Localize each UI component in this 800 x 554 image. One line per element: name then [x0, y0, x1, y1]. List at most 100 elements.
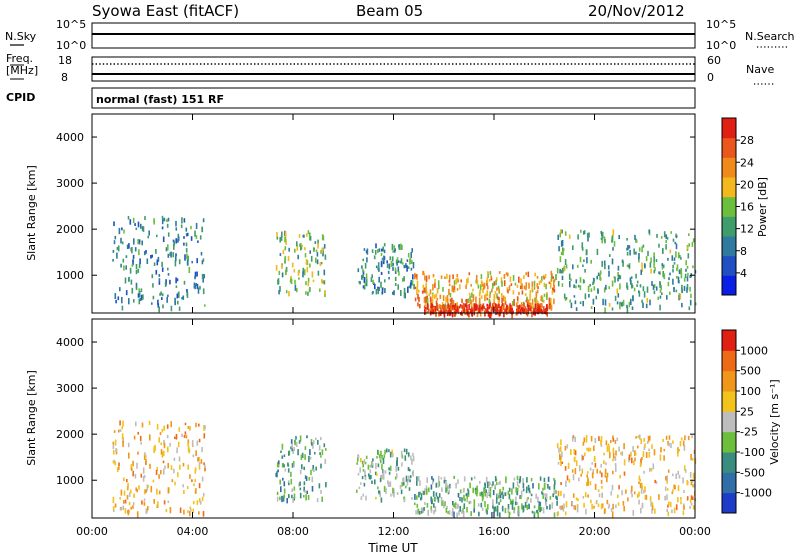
power-echo-5-37 [604, 264, 606, 270]
power-echo-0-24 [129, 267, 132, 274]
power-echo-0-159 [120, 263, 122, 268]
velocity-echo-4-202 [566, 444, 569, 449]
power-echo-5-254 [685, 260, 687, 266]
velocity-echo-4-97 [559, 453, 561, 460]
velocity-echo-0-7 [162, 460, 165, 464]
velocity-echo-2-8 [372, 458, 374, 462]
power-echo-3-104 [429, 296, 432, 303]
power-echo-3-38 [543, 293, 546, 297]
velocity-echo-4-231 [603, 460, 605, 465]
velocity-echo-0-89 [194, 469, 197, 474]
power-echo-5-107 [608, 303, 611, 307]
power-echo-5-55 [675, 289, 678, 293]
power-echo-3-236 [490, 275, 492, 279]
power-echo-1-38 [316, 259, 319, 265]
velocity-echo-4-177 [594, 483, 597, 490]
power-echo-0-142 [167, 253, 170, 258]
power-echo-3-77 [489, 271, 492, 275]
power-echo-3-59 [449, 292, 452, 298]
power-echo-4-211 [462, 302, 465, 310]
velocity-echo-3-73 [447, 510, 449, 515]
power-echo-2-103 [364, 262, 367, 269]
velocity-echo-4-175 [677, 497, 679, 503]
power-echo-2-117 [388, 276, 390, 280]
velocity-echo-4-145 [610, 440, 612, 443]
velocity-echo-0-122 [201, 496, 204, 502]
power-echo-5-218 [647, 250, 649, 257]
power-echo-5-265 [641, 299, 643, 304]
velocity-echo-2-57 [360, 457, 362, 463]
velocity-echo-2-15 [401, 481, 403, 487]
velocity-echo-1-72 [288, 451, 290, 456]
power-echo-4-120 [545, 308, 548, 316]
power-echo-1-32 [281, 231, 283, 238]
velocity-ytick-label-3: 4000 [56, 336, 84, 349]
velocity-echo-3-144 [531, 510, 534, 514]
velocity-echo-3-69 [476, 492, 478, 497]
velocity-echo-4-294 [564, 445, 567, 451]
power-echo-5-147 [619, 301, 621, 305]
power-echo-0-27 [140, 294, 143, 301]
power-echo-5-24 [618, 235, 620, 240]
velocity-echo-4-229 [643, 437, 645, 442]
power-echo-0-111 [139, 258, 141, 265]
velocity-echo-3-252 [508, 511, 511, 515]
power-echo-0-197 [152, 283, 154, 288]
velocity-echo-3-133 [463, 494, 465, 501]
velocity-echo-1-10 [305, 494, 307, 501]
velocity-echo-0-96 [143, 501, 146, 506]
power-echo-2-19 [394, 267, 397, 272]
power-echo-3-65 [482, 283, 484, 287]
velocity-echo-0-85 [132, 505, 134, 509]
velocity-echo-3-186 [515, 496, 517, 501]
power-echo-3-160 [448, 288, 450, 296]
velocity-echo-1-101 [294, 440, 296, 446]
power-echo-2-21 [410, 252, 412, 258]
power-echo-5-25 [646, 286, 649, 293]
power-echo-4-24 [491, 303, 494, 308]
velocity-echo-3-67 [522, 483, 525, 489]
power-echo-4-256 [471, 309, 473, 312]
power-echo-0-100 [186, 232, 189, 237]
nave-tick-top: 60 [707, 54, 721, 67]
power-echo-1-2 [285, 267, 288, 273]
velocity-echo-2-69 [389, 481, 392, 487]
velocity-echo-0-190 [121, 433, 124, 440]
power-echo-0-195 [156, 234, 158, 238]
velocity-echo-3-204 [473, 508, 475, 513]
power-echo-3-31 [534, 297, 536, 303]
velocity-echo-3-57 [443, 476, 446, 482]
velocity-echo-0-114 [139, 435, 142, 441]
velocity-echo-3-253 [494, 506, 497, 512]
velocity-echo-0-138 [158, 474, 160, 479]
velocity-echo-1-18 [299, 435, 302, 442]
power-echo-0-59 [196, 284, 199, 290]
velocity-echo-4-10 [605, 462, 607, 466]
power-echo-4-130 [523, 308, 525, 313]
power-echo-4-183 [459, 304, 462, 307]
power-echo-2-114 [362, 258, 364, 262]
velocity-echo-2-111 [409, 479, 411, 483]
velocity-echo-1-9 [282, 495, 285, 502]
power-echo-5-241 [560, 269, 563, 274]
power-echo-5-303 [604, 307, 606, 314]
velocity-echo-4-272 [689, 499, 692, 504]
power-echo-5-186 [678, 295, 680, 301]
velocity-echo-3-303 [474, 490, 477, 495]
velocity-echo-3-255 [542, 495, 544, 499]
nave-tick-bottom: 0 [707, 71, 714, 84]
velocity-colorbar-block-2 [722, 452, 736, 473]
power-echo-5-43 [556, 267, 559, 274]
power-echo-1-1 [324, 254, 327, 260]
velocity-echo-0-158 [122, 440, 124, 447]
velocity-echo-2-14 [379, 492, 382, 498]
power-echo-5-194 [626, 238, 628, 241]
power-echo-1-82 [302, 234, 305, 238]
velocity-echo-4-129 [691, 435, 693, 439]
power-echo-2-90 [365, 273, 368, 280]
power-echo-0-181 [135, 269, 138, 275]
velocity-echo-1-86 [291, 463, 294, 468]
velocity-echo-4-161 [574, 450, 577, 456]
velocity-echo-3-52 [479, 481, 481, 484]
power-echo-2-68 [363, 248, 366, 251]
